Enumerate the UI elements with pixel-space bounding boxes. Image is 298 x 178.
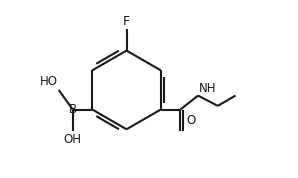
Text: NH: NH (198, 82, 216, 95)
Text: OH: OH (64, 133, 82, 146)
Text: B: B (69, 103, 77, 116)
Text: O: O (186, 114, 195, 127)
Text: HO: HO (40, 75, 58, 88)
Text: F: F (123, 15, 130, 28)
